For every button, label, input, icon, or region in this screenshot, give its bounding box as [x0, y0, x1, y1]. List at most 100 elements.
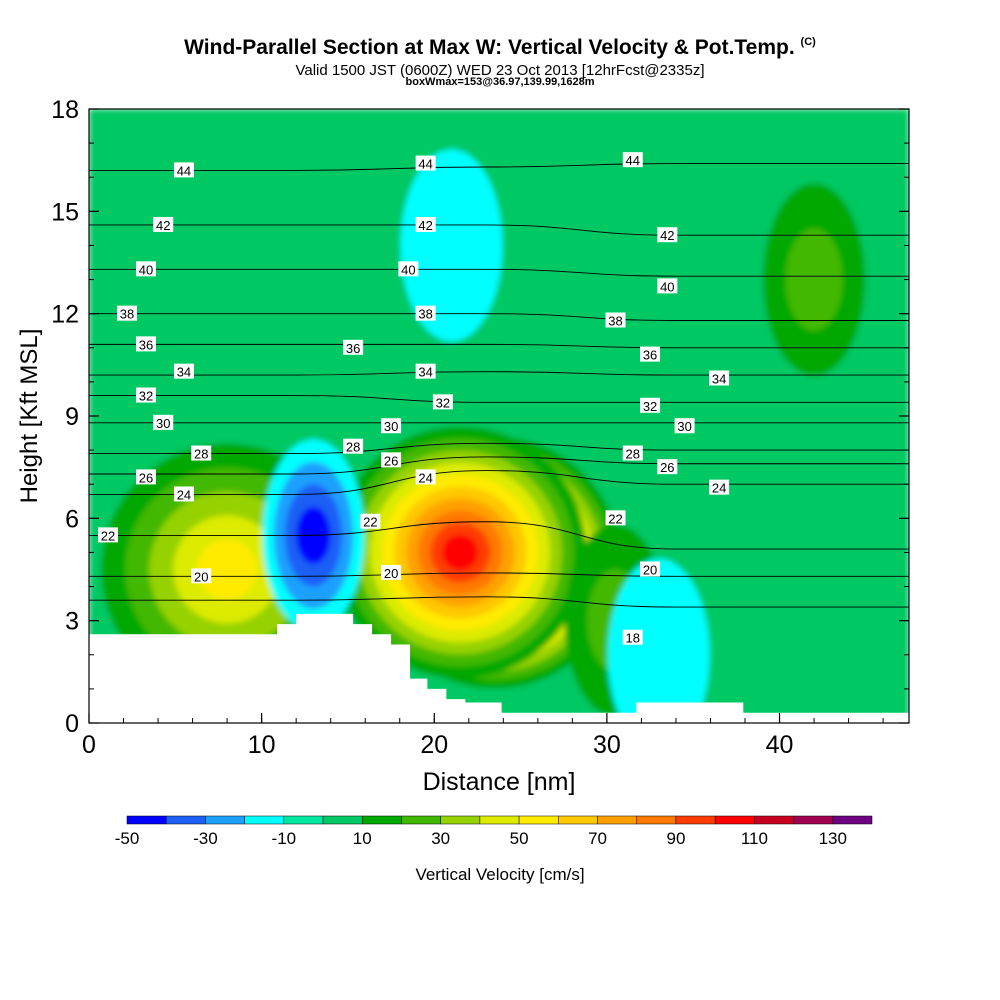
contour-label-text: 38	[120, 307, 134, 322]
contour-label-text: 24	[177, 487, 191, 502]
contour-label-box	[135, 387, 156, 403]
contour-label-text: 26	[660, 460, 674, 475]
contour-label-30: 30	[153, 414, 174, 431]
colorbar-swatch	[322, 815, 363, 825]
contour-label-44: 44	[415, 155, 436, 172]
theta-contour-34	[89, 371, 909, 376]
colorbar-label: Vertical Velocity [cm/s]	[415, 865, 584, 884]
terrain-mask	[89, 613, 909, 723]
contour-label-text: 44	[177, 163, 191, 178]
theta-contour-18	[89, 596, 909, 608]
colorbar-swatch	[675, 815, 716, 825]
contour-label-box	[657, 227, 678, 243]
contour-label-42: 42	[657, 227, 678, 243]
contour-label-26: 26	[657, 459, 678, 475]
contour-label-text: 42	[156, 218, 170, 233]
theta-contour-26	[89, 456, 909, 475]
colorbar-swatch	[126, 815, 167, 825]
contour-label-box	[153, 216, 174, 232]
contour-label-box	[415, 363, 436, 379]
contour-label-text: 24	[418, 470, 432, 485]
terrain	[89, 613, 909, 723]
contour-label-box	[657, 459, 678, 475]
colorbar-swatch	[362, 815, 402, 825]
velocity-band	[607, 558, 710, 723]
contour-label-box	[657, 278, 678, 294]
x-tick-label: 0	[82, 731, 96, 759]
colorbar-tick-label: 110	[741, 829, 768, 848]
velocity-band	[197, 539, 258, 600]
colorbar: -50 -30 -10 10 30 50 70 90 110 130	[115, 815, 873, 848]
contour-label-text: 36	[346, 341, 360, 356]
contour-label-22: 22	[97, 527, 118, 543]
colorbar-swatch	[283, 815, 324, 825]
contour-label-box	[97, 527, 118, 543]
y-tick-label: 12	[51, 301, 79, 329]
x-tick-label: 10	[248, 731, 276, 759]
contour-label-text: 44	[626, 153, 640, 168]
colorbar-tick-label: -10	[272, 829, 297, 848]
theta-contour-28	[89, 442, 909, 454]
contour-label-box	[381, 452, 402, 468]
contour-label-box	[173, 363, 194, 379]
contour-label-32: 32	[640, 397, 661, 414]
contour-label-text: 20	[384, 566, 398, 581]
contour-label-40: 40	[657, 278, 678, 294]
theta-contour-20	[89, 572, 909, 577]
contour-label-28: 28	[191, 445, 212, 462]
contour-label-text: 18	[626, 631, 640, 646]
contour-label-box	[173, 162, 194, 178]
colorbar-tick-label: 30	[431, 829, 450, 848]
colorbar-swatch	[205, 815, 245, 825]
contour-label-text: 42	[660, 228, 674, 243]
contour-label-18: 18	[622, 629, 643, 646]
contour-label-box	[709, 479, 730, 495]
contour-label-24: 24	[173, 486, 194, 502]
contour-label-box	[415, 469, 436, 485]
contour-label-text: 20	[643, 563, 657, 578]
contour-label-box	[343, 339, 364, 355]
colorbar-tick-label: -50	[115, 829, 140, 848]
colorbar-swatch	[165, 815, 206, 825]
contour-label-text: 34	[712, 371, 726, 386]
contour-label-20: 20	[381, 564, 402, 581]
contour-label-box	[622, 152, 643, 168]
contour-label-38: 38	[415, 305, 436, 322]
velocity-band	[400, 149, 503, 342]
contour-label-26: 26	[381, 452, 402, 468]
contour-label-text: 28	[194, 447, 208, 462]
contour-label-box	[415, 216, 436, 232]
contour-label-box	[640, 346, 661, 362]
theta-contour-38	[89, 313, 909, 321]
theta-contour-22	[89, 521, 909, 550]
contour-label-text: 30	[156, 416, 170, 431]
contour-label-text: 40	[660, 279, 674, 294]
contour-label-text: 32	[139, 389, 153, 404]
contour-label-28: 28	[622, 445, 643, 462]
contour-label-22: 22	[360, 513, 381, 530]
contour-label-24: 24	[709, 479, 730, 496]
contour-label-38: 38	[116, 305, 137, 322]
contour-label-text: 30	[384, 419, 398, 434]
contour-label-box	[432, 394, 453, 410]
contour-label-text: 22	[608, 511, 622, 526]
x-axis-label: Distance [nm]	[423, 768, 576, 796]
colorbar-tick-label: 130	[819, 829, 847, 848]
velocity-field	[89, 109, 909, 723]
contour-label-40: 40	[135, 261, 156, 277]
contour-label-box	[398, 261, 419, 277]
contour-label-text: 20	[194, 569, 208, 584]
contour-labels: 44 44 44 42 42 42 40 40 40 38 38 38 36 36 36 34 34 34 32 32…	[97, 152, 730, 646]
contour-label-20: 20	[640, 561, 661, 578]
theta-contour-24	[89, 470, 909, 495]
contour-label-box	[640, 397, 661, 413]
x-tick-label: 40	[766, 731, 794, 759]
velocity-band	[785, 228, 843, 331]
colorbar-swatch	[754, 815, 794, 825]
contour-label-44: 44	[173, 162, 194, 178]
contour-label-36: 36	[135, 336, 156, 352]
y-axis-label: Height [Kft MSL]	[16, 329, 43, 504]
contour-label-box	[640, 561, 661, 577]
contour-label-text: 44	[418, 157, 432, 172]
